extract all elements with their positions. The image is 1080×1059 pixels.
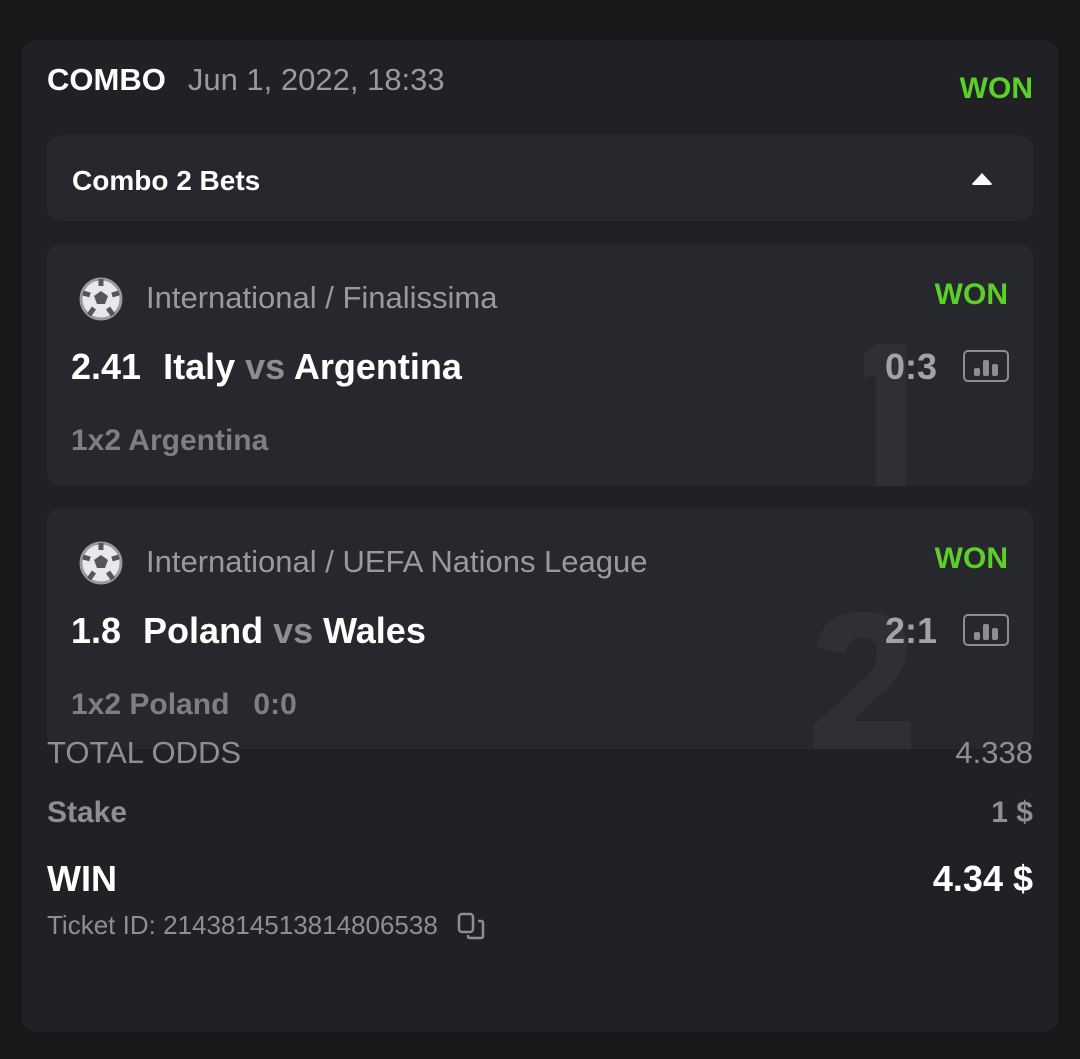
- ticket-status-badge: WON: [959, 72, 1033, 105]
- bet-pick: 1x2 Argentina: [71, 424, 268, 458]
- pick-score: 0:0: [253, 688, 297, 721]
- caret-up-icon[interactable]: [971, 173, 993, 185]
- ticket-id: Ticket ID: 2143814513814806538: [47, 910, 486, 941]
- vs-label: vs: [273, 610, 314, 651]
- soccer-ball-icon: [79, 541, 123, 585]
- stake-row: Stake 1 $: [47, 796, 1033, 830]
- win-label: WIN: [47, 858, 117, 899]
- vs-label: vs: [245, 346, 286, 387]
- bet-status: WON: [934, 542, 1008, 575]
- league-name: International / UEFA Nations League: [146, 544, 648, 579]
- bet-type: COMBO: [47, 62, 166, 97]
- bet-pick: 1x2 Poland 0:0: [71, 688, 297, 722]
- win-row: WIN 4.34 $: [47, 858, 1033, 900]
- combo-label: Combo 2 Bets: [72, 165, 261, 196]
- copy-icon[interactable]: [456, 911, 486, 941]
- stats-icon[interactable]: [963, 350, 1009, 382]
- match-line: 2.41 Italy vs Argentina: [71, 346, 462, 388]
- bet-index-watermark: [813, 612, 911, 749]
- ticket-id-label: Ticket ID:: [47, 910, 156, 940]
- ticket-id-value: 2143814513814806538: [163, 910, 438, 940]
- bet-index-watermark: [864, 344, 906, 486]
- stake-label: Stake: [47, 796, 128, 829]
- home-team: Italy: [163, 346, 236, 387]
- pick-label: 1x2 Argentina: [71, 424, 269, 457]
- away-team: Argentina: [293, 346, 462, 387]
- bet-odds: 2.41: [71, 346, 142, 387]
- match-score: 2:1: [884, 610, 937, 651]
- bet-odds: 1.8: [71, 610, 122, 651]
- combo-toggle[interactable]: Combo 2 Bets: [47, 135, 1033, 221]
- win-value: 4.34 $: [932, 858, 1033, 899]
- match-line: 1.8 Poland vs Wales: [71, 610, 426, 652]
- away-team: Wales: [323, 610, 426, 651]
- league-name: International / Finalissima: [146, 280, 498, 315]
- stats-icon[interactable]: [963, 614, 1009, 646]
- home-team: Poland: [143, 610, 264, 651]
- total-odds-value: 4.338: [955, 735, 1033, 770]
- total-odds-label: TOTAL ODDS: [47, 735, 242, 770]
- ticket-header: COMBO Jun 1, 2022, 18:33: [47, 62, 445, 98]
- stake-value: 1 $: [991, 796, 1033, 829]
- pick-label: 1x2 Poland: [71, 688, 230, 721]
- bet-date: Jun 1, 2022, 18:33: [187, 62, 445, 97]
- bet-item: International / Finalissima WON 2.41 Ital…: [47, 244, 1033, 486]
- match-score: 0:3: [884, 346, 937, 387]
- soccer-ball-icon: [79, 277, 123, 321]
- bet-item: International / UEFA Nations League WON …: [47, 508, 1033, 749]
- total-odds-row: TOTAL ODDS 4.338: [47, 735, 1033, 771]
- bet-status: WON: [934, 278, 1008, 311]
